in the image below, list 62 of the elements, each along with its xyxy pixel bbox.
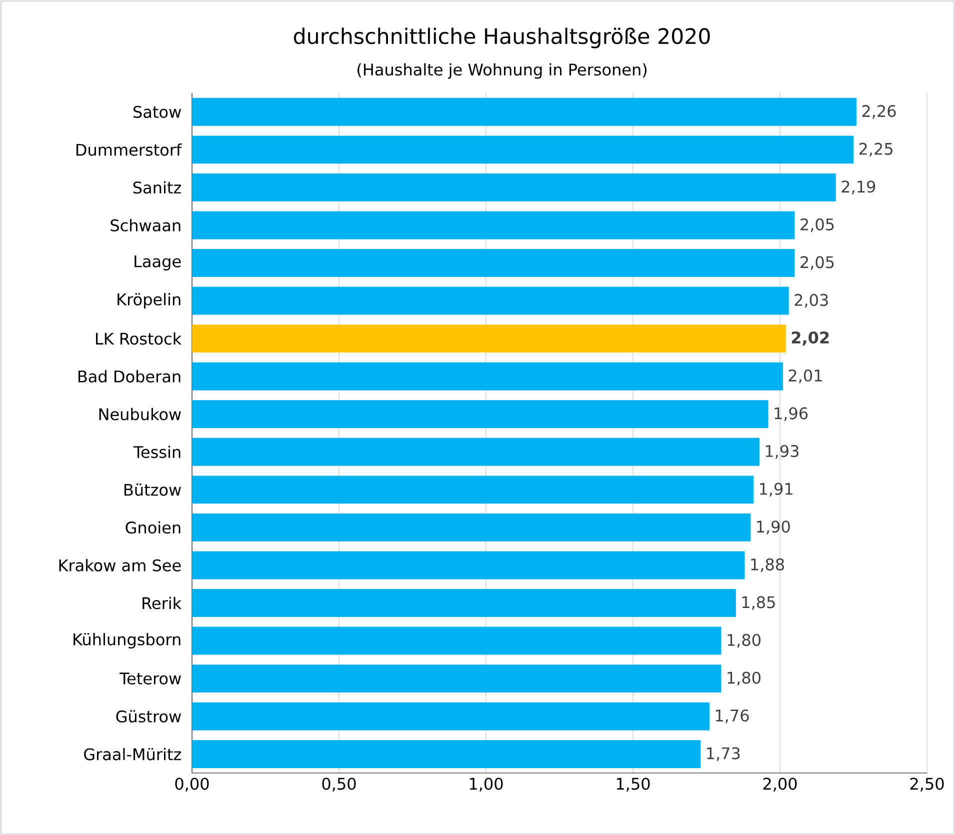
- y-tick-label: Kühlungsborn: [74, 633, 180, 649]
- x-tick-label: 1,00: [470, 778, 503, 792]
- y-tick-label: Sanitz: [133, 181, 181, 194]
- y-tick-label: Rerik: [142, 596, 182, 610]
- y-tick-label: Tessin: [133, 446, 180, 458]
- y-tick-label: Gnoien: [126, 521, 180, 534]
- data-label: 2,03: [794, 294, 828, 308]
- data-label: 1,96: [774, 407, 808, 421]
- bar: [192, 551, 745, 580]
- bar: [192, 211, 795, 240]
- data-label: 1,73: [707, 747, 740, 761]
- data-label: 2,19: [842, 180, 876, 194]
- y-tick-label: Graal-Müritz: [84, 748, 181, 760]
- y-tick-label: Satow: [134, 106, 181, 118]
- bar: [192, 249, 795, 277]
- x-tick-label: 1,50: [616, 778, 650, 792]
- y-tick-label: Neubukow: [99, 408, 181, 420]
- bar: [192, 362, 783, 390]
- data-label: 1,76: [716, 709, 749, 724]
- chart-subtitle: (Haushalte je Wohnung in Personen): [358, 63, 647, 79]
- bar: [192, 589, 736, 617]
- y-tick-label: LK Rostock: [96, 332, 182, 345]
- data-label: 2,05: [800, 256, 834, 270]
- data-label: 1,80: [728, 672, 760, 686]
- bar: [192, 173, 836, 202]
- y-tick-label: Kröpelin: [118, 293, 180, 309]
- x-tick-label: 2,50: [910, 778, 944, 792]
- x-tick-label: 0,50: [322, 778, 356, 792]
- bar: [192, 513, 751, 542]
- y-tick-label: Bützow: [124, 483, 181, 496]
- bar: [192, 438, 760, 466]
- data-label: 2,25: [859, 142, 892, 157]
- data-label: 2,02: [792, 331, 829, 346]
- y-tick-label: Krakow am See: [59, 559, 181, 572]
- y-tick-label: Teterow: [119, 672, 181, 685]
- bar: [192, 136, 854, 164]
- bar: [192, 664, 722, 693]
- data-label: 1,85: [742, 596, 775, 610]
- y-tick-label: Güstrow: [116, 710, 181, 723]
- bar: [192, 286, 789, 315]
- bar: [192, 740, 701, 768]
- bar: [192, 626, 722, 655]
- x-tick-label: 0,00: [175, 778, 209, 792]
- data-label: 2,26: [862, 105, 896, 119]
- y-tick-label: Dummerstorf: [76, 143, 182, 156]
- data-label: 1,93: [766, 445, 798, 459]
- data-label: 1,80: [728, 634, 760, 648]
- data-label: 2,05: [800, 218, 834, 232]
- bar: [192, 476, 754, 504]
- data-label: 1,88: [751, 558, 784, 572]
- y-tick-label: Schwaan: [110, 219, 180, 232]
- y-tick-label: Bad Doberan: [78, 370, 180, 383]
- bar: [192, 400, 768, 428]
- y-tick-label: Laage: [134, 256, 181, 270]
- chart-title: durchschnittliche Haushaltsgröße 2020: [294, 28, 710, 48]
- data-label: 1,91: [760, 482, 792, 497]
- bar: [192, 98, 856, 126]
- data-label: 2,01: [788, 369, 822, 384]
- x-tick-label: 2,00: [763, 778, 797, 792]
- bar: [192, 702, 710, 730]
- bar: [192, 324, 786, 353]
- data-label: 1,90: [757, 520, 790, 534]
